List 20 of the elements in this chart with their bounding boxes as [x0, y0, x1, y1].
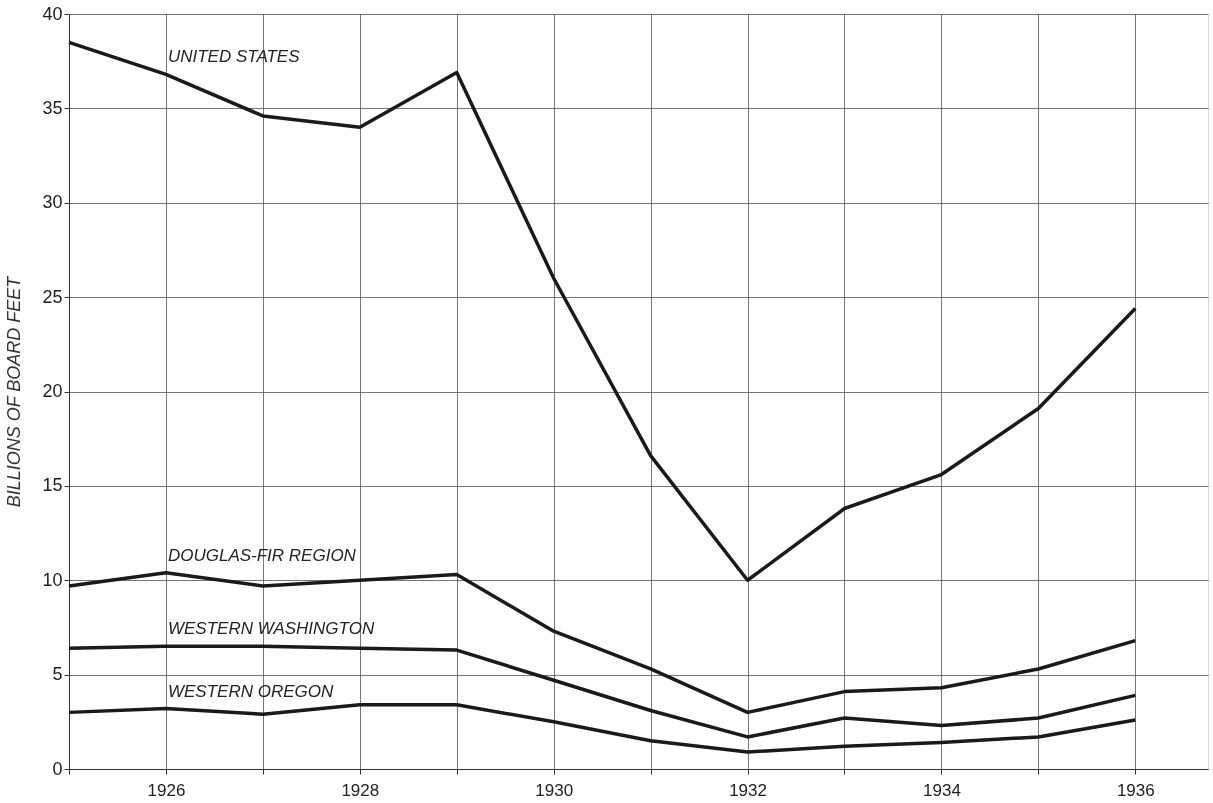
y-tick-label: 40 [42, 3, 63, 24]
y-tick-label: 15 [42, 475, 63, 496]
y-tick-label: 5 [52, 664, 63, 685]
line-series [67, 40, 1138, 582]
x-tick-label: 1928 [341, 780, 380, 800]
y-tick-label: 35 [42, 97, 63, 118]
x-tick-label: 1936 [1116, 780, 1155, 800]
line-series [67, 570, 1138, 715]
y-axis-title: BILLIONS OF BOARD FEET [4, 274, 25, 508]
y-tick-label: 25 [42, 286, 63, 307]
y-tick-label: 10 [42, 569, 63, 590]
x-tick-label: 1934 [923, 780, 961, 800]
x-tick-label: 1930 [535, 780, 574, 800]
x-tick-label: 1932 [729, 780, 767, 800]
y-tick-label: 0 [52, 758, 63, 779]
line-series [67, 644, 1138, 739]
y-tick-label: 30 [42, 192, 63, 213]
y-tick-label: 20 [42, 381, 63, 401]
line-series [67, 703, 1138, 754]
x-tick-label: 1926 [147, 780, 186, 800]
